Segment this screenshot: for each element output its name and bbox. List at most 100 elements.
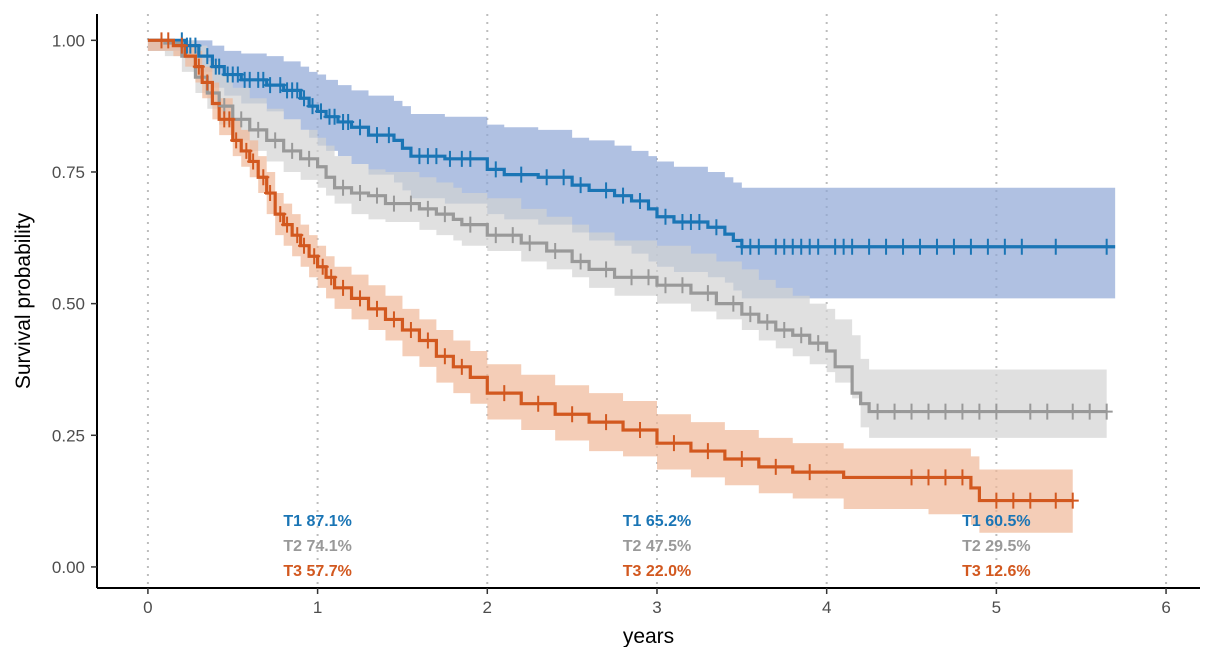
censor-mark: [404, 321, 417, 338]
y-tick-label: 1.00: [52, 31, 85, 50]
censor-mark: [752, 238, 765, 255]
censor-mark: [252, 121, 265, 138]
censor-mark: [464, 216, 477, 233]
x-tick-label: 5: [992, 598, 1001, 617]
censor-mark: [438, 206, 451, 223]
x-tick-label: 2: [483, 598, 492, 617]
censor-mark: [1007, 492, 1020, 509]
censor-mark: [489, 227, 502, 244]
censor-mark: [498, 385, 511, 402]
censor-mark: [634, 422, 647, 439]
x-tick-label: 0: [143, 598, 152, 617]
censor-mark: [1100, 403, 1113, 420]
censor-mark: [264, 185, 277, 202]
censor-mark: [298, 90, 311, 107]
censor-mark: [382, 127, 395, 144]
censor-mark: [532, 395, 545, 412]
censor-mark: [257, 71, 270, 88]
censor-mark: [269, 132, 282, 149]
censor-mark: [337, 279, 350, 296]
censor-mark: [947, 238, 960, 255]
confidence-bands: [147, 40, 1116, 533]
censor-mark: [201, 48, 214, 65]
survival-annotation: T3 22.0%: [623, 563, 691, 580]
y-axis-ticks: 0.00 0.25 0.50 0.75 1.00: [52, 31, 97, 577]
censor-mark: [930, 238, 943, 255]
censor-mark: [515, 166, 528, 183]
censor-mark: [213, 58, 226, 75]
censor-mark: [939, 403, 952, 420]
censor-mark: [600, 182, 613, 199]
censor-mark: [286, 142, 299, 159]
censor-mark: [880, 238, 893, 255]
censor-mark: [306, 98, 319, 115]
censor-mark: [871, 403, 884, 420]
censor-mark: [316, 258, 329, 275]
censor-mark: [812, 238, 825, 255]
censor-mark: [1066, 492, 1079, 509]
survival-annotation: T3 12.6%: [962, 563, 1030, 580]
censor-mark: [922, 403, 935, 420]
censor-mark: [761, 314, 774, 331]
censor-mark: [981, 238, 994, 255]
censor-mark: [506, 227, 519, 244]
axes: [96, 14, 1200, 589]
censor-mark: [192, 58, 205, 75]
censor-mark: [303, 150, 316, 167]
censor-mark: [574, 253, 587, 270]
survival-line-t2: [147, 38, 1107, 414]
survival-annotation: T1 60.5%: [962, 513, 1030, 530]
censor-mark: [342, 113, 355, 130]
censor-mark: [354, 185, 367, 202]
censor-mark: [914, 238, 927, 255]
ci-band-t2: [147, 40, 1107, 449]
censor-mark: [162, 32, 175, 49]
censor-mark: [370, 187, 383, 204]
censor-mark: [964, 238, 977, 255]
censor-mark: [337, 179, 350, 196]
censor-mark: [990, 403, 1003, 420]
ci-band-t3: [147, 40, 1073, 533]
censor-mark: [803, 464, 816, 481]
censor-mark: [464, 150, 477, 167]
survival-annotation: T2 47.5%: [623, 538, 691, 555]
censor-mark: [939, 469, 952, 486]
censor-mark: [905, 469, 918, 486]
censor-mark: [291, 82, 304, 99]
censor-mark: [701, 285, 714, 302]
censor-mark: [1041, 403, 1054, 420]
censor-mark: [247, 153, 260, 170]
censor-mark: [298, 237, 311, 254]
censor-mark: [328, 108, 341, 125]
censor-mark: [281, 216, 294, 233]
censor-mark: [438, 348, 451, 365]
censor-mark: [990, 492, 1003, 509]
censor-mark: [175, 37, 188, 54]
y-tick-label: 0.25: [52, 426, 85, 445]
censor-mark: [744, 306, 757, 323]
censor-mark: [443, 150, 456, 167]
survival-annotations: T1 87.1% T2 74.1% T3 57.7% T1 65.2% T2 47.5%…: [283, 513, 1030, 580]
censor-mark: [489, 161, 502, 178]
censor-mark: [274, 206, 287, 223]
censor-mark: [888, 403, 901, 420]
censor-mark: [1024, 403, 1037, 420]
censor-mark: [455, 358, 468, 375]
censor-mark: [1083, 403, 1096, 420]
censor-mark: [667, 435, 680, 452]
censor-mark: [922, 469, 935, 486]
censor-marks: [155, 32, 1113, 509]
censor-mark: [897, 238, 910, 255]
x-tick-label: 6: [1161, 598, 1170, 617]
censor-mark: [693, 214, 706, 231]
censor-mark: [676, 277, 689, 294]
censor-mark: [574, 177, 587, 194]
censor-mark: [846, 238, 859, 255]
censor-mark: [223, 111, 236, 128]
censor-mark: [795, 327, 808, 344]
ci-band-t1: [147, 40, 1116, 299]
censor-mark: [404, 195, 417, 212]
censor-mark: [325, 269, 338, 286]
x-axis-title: years: [623, 625, 674, 647]
